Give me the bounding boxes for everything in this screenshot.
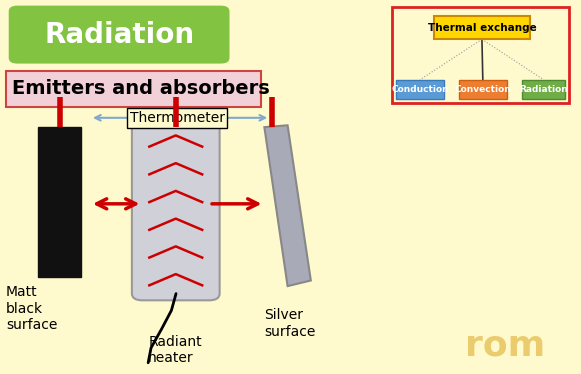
FancyBboxPatch shape (38, 127, 81, 277)
Text: Convection: Convection (454, 85, 511, 94)
FancyBboxPatch shape (396, 80, 444, 99)
Text: Conduction: Conduction (391, 85, 449, 94)
FancyBboxPatch shape (9, 6, 229, 64)
Text: rom: rom (465, 329, 546, 363)
Text: Radiation: Radiation (44, 21, 194, 49)
Text: Thermometer: Thermometer (130, 111, 225, 125)
Text: Silver
surface: Silver surface (264, 309, 315, 338)
FancyBboxPatch shape (132, 120, 220, 300)
FancyBboxPatch shape (459, 80, 507, 99)
Text: Radiant
heater: Radiant heater (148, 335, 202, 365)
Text: Thermal exchange: Thermal exchange (428, 23, 536, 33)
Text: Radiation: Radiation (519, 85, 568, 94)
FancyBboxPatch shape (392, 7, 569, 103)
FancyBboxPatch shape (6, 71, 261, 107)
Polygon shape (264, 125, 311, 286)
FancyBboxPatch shape (522, 80, 565, 99)
Text: Matt
black
surface: Matt black surface (6, 285, 57, 332)
FancyBboxPatch shape (434, 16, 530, 39)
Text: Emitters and absorbers: Emitters and absorbers (12, 79, 270, 98)
